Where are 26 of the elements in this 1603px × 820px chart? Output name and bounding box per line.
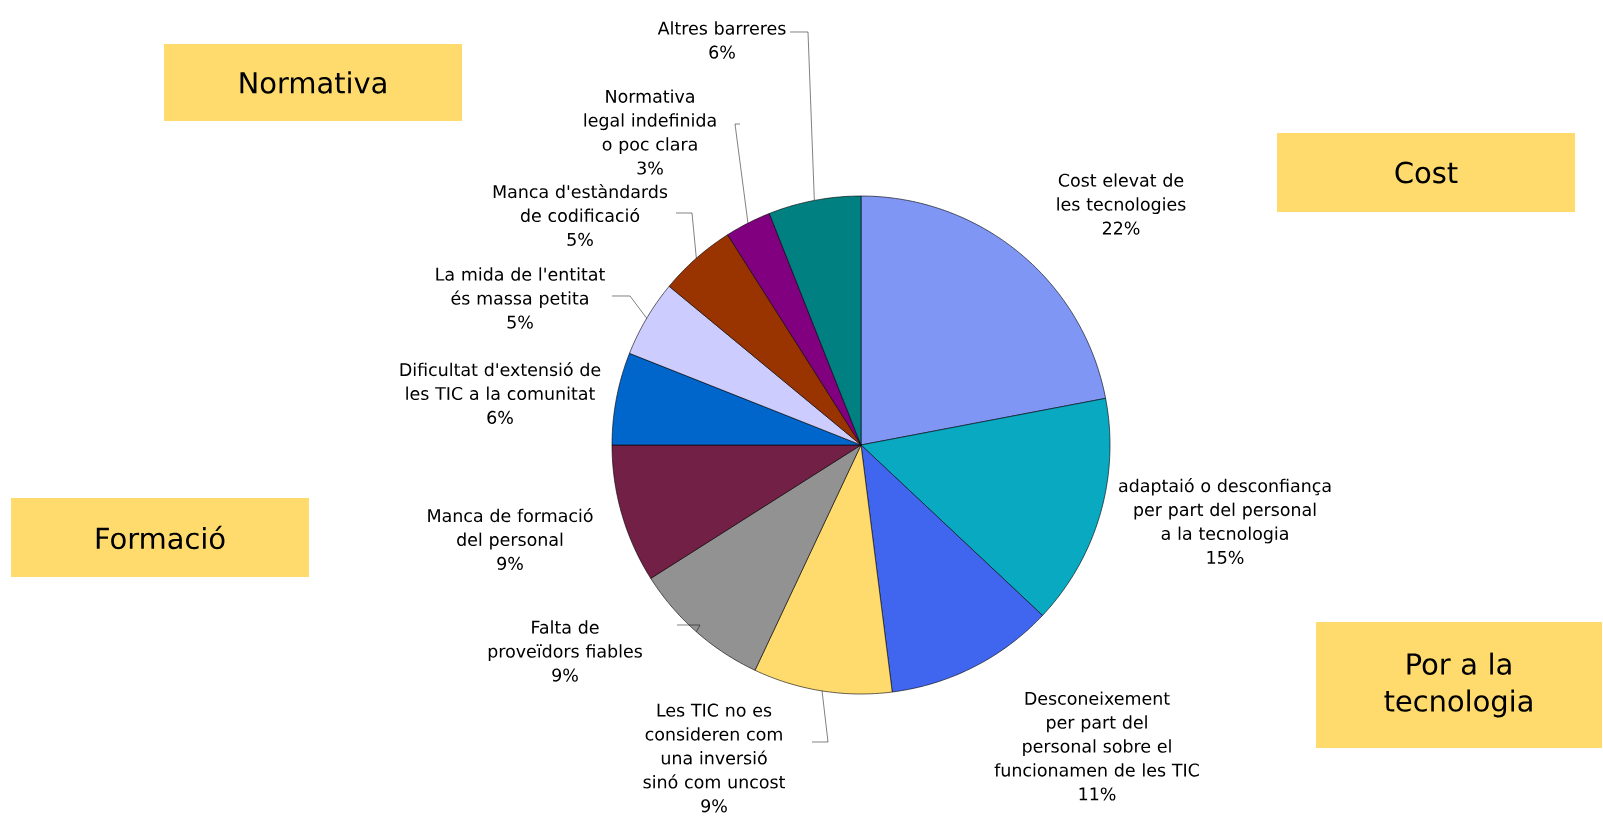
text: Formació xyxy=(96,525,225,550)
data-label: 5% xyxy=(567,232,593,247)
data-label: 6% xyxy=(709,45,735,59)
slice-label: Desconeixement per part del personal sobre el funcionamen de les TIC xyxy=(994,691,1199,777)
data-label: 9% xyxy=(701,799,727,813)
slice-label: Cost elevat de les tecnologies xyxy=(1057,173,1186,215)
slice-label: Altres barreres xyxy=(657,21,786,35)
slice-label: Les TIC no es consideren com una inversió sinó com uncost xyxy=(643,703,785,789)
data-label: 9% xyxy=(497,556,523,571)
data-label: 11% xyxy=(1079,787,1116,801)
text: Cost xyxy=(1395,161,1458,184)
data-label: 6% xyxy=(487,410,513,425)
slice-label: Manca de formació del personal xyxy=(428,507,593,550)
text: Normativa xyxy=(240,71,386,94)
slice-label: adaptaió o desconfiança per part del personal a la tecnologia xyxy=(1119,478,1331,544)
slice-label: Normativa legal indefinida o poc clara xyxy=(584,89,716,155)
data-label: 5% xyxy=(507,315,533,329)
slice-label: Dificultat d'extensió de les TIC a la comunitat xyxy=(400,361,601,401)
slice-label: La mida de l'entitat és massa petita xyxy=(436,267,605,309)
slice-label: Manca d'estàndards de codificació xyxy=(493,183,668,223)
text: Por a la tecnologia xyxy=(1384,652,1532,718)
data-label: 22% xyxy=(1102,221,1140,235)
data-label: 9% xyxy=(552,668,578,682)
data-label: 3% xyxy=(637,161,663,175)
legend-label: Falta de proveïdors fiables xyxy=(488,620,642,662)
data-label: 15% xyxy=(1207,550,1244,564)
